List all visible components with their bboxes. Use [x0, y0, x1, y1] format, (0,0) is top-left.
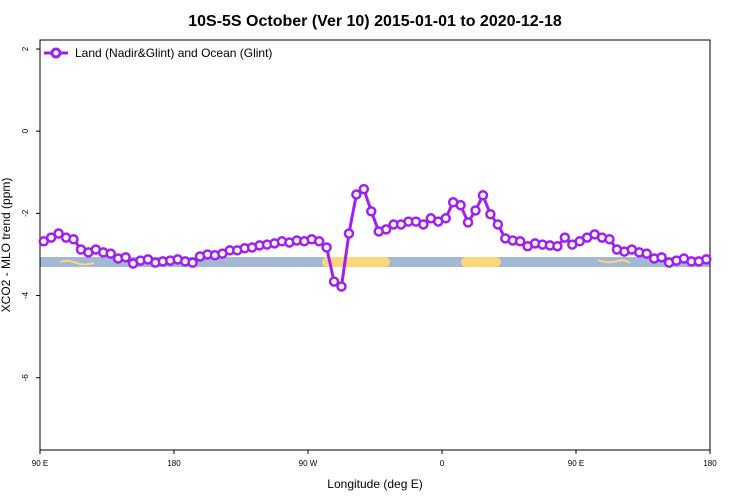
point — [351, 189, 362, 200]
point — [514, 236, 526, 247]
point — [701, 254, 712, 265]
x-tick-label: 90 W — [299, 459, 318, 468]
legend-label: Land (Nadir&Glint) and Ocean (Glint) — [75, 46, 272, 60]
point — [462, 217, 474, 228]
point — [470, 205, 481, 216]
point — [313, 236, 325, 247]
legend-marker — [50, 47, 62, 59]
point — [477, 190, 489, 201]
y-tick-label: -6 — [21, 374, 30, 382]
point — [418, 219, 429, 230]
point — [120, 252, 131, 263]
point — [328, 276, 340, 287]
x-tick-label: 180 — [167, 459, 181, 468]
land-band — [461, 257, 501, 267]
x-tick-label: 180 — [703, 459, 717, 468]
x-tick-label: 0 — [440, 459, 445, 468]
point — [485, 208, 496, 220]
point — [366, 206, 377, 217]
y-tick-label: 0 — [21, 128, 30, 133]
point — [343, 228, 355, 239]
plot-frame — [39, 39, 711, 451]
point — [45, 232, 57, 243]
point — [380, 224, 392, 235]
x-tick-label: 90 E — [32, 459, 48, 468]
point — [53, 228, 64, 239]
point — [641, 248, 652, 259]
y-tick-label: -2 — [21, 209, 30, 217]
point — [336, 281, 347, 292]
y-tick-label: 2 — [21, 46, 30, 51]
point — [187, 257, 198, 268]
land-ocean-band — [40, 257, 710, 267]
legend: Land (Nadir&Glint) and Ocean (Glint) — [44, 46, 272, 60]
point — [358, 183, 370, 195]
point — [440, 213, 451, 224]
point — [105, 248, 116, 259]
x-tick-label: 90 E — [568, 459, 584, 468]
point — [559, 232, 571, 243]
point — [552, 240, 563, 252]
chart-title: 10S-5S October (Ver 10) 2015-01-01 to 20… — [188, 13, 562, 30]
point — [321, 242, 332, 253]
y-axis-label: XCO2 - MLO trend (ppm) — [0, 178, 13, 313]
point — [604, 233, 615, 245]
land-band — [322, 257, 390, 267]
island-band — [59, 259, 631, 266]
y-tick-label: -4 — [21, 291, 30, 299]
x-axis-label: Longitude (deg E) — [327, 477, 422, 491]
point — [68, 233, 79, 245]
point — [492, 219, 504, 230]
point — [455, 199, 466, 211]
point — [656, 252, 667, 263]
